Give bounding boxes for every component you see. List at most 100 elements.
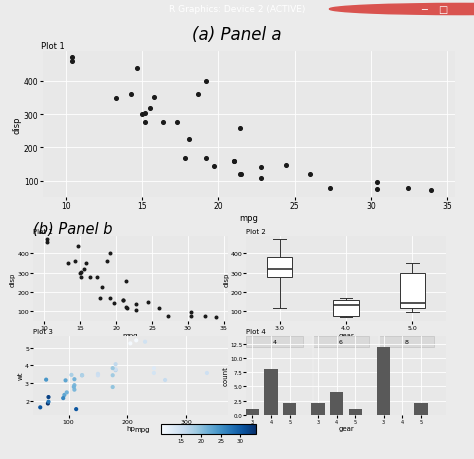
Point [99, 284, 106, 291]
Point [141, 338, 149, 346]
Text: (a) Panel a: (a) Panel a [192, 26, 282, 44]
Bar [377, 347, 391, 415]
X-axis label: gear: gear [338, 425, 354, 431]
Point [61, 392, 68, 399]
Point [110, 299, 118, 307]
Point [427, 187, 434, 195]
Point [71, 258, 79, 265]
Point [236, 171, 244, 178]
FancyBboxPatch shape [312, 336, 369, 347]
Point [74, 242, 82, 250]
Point [71, 376, 78, 383]
Point [122, 278, 130, 285]
Point [68, 54, 75, 62]
Point [64, 260, 72, 267]
Point [78, 274, 85, 281]
Point [326, 185, 334, 192]
Point [106, 295, 114, 302]
Point [128, 91, 135, 99]
Point [109, 384, 117, 391]
Text: □: □ [438, 5, 448, 15]
Text: (b) Panel b: (b) Panel b [33, 221, 113, 236]
Text: Plot 4: Plot 4 [246, 328, 266, 334]
Point [230, 157, 237, 165]
Point [96, 295, 104, 302]
Bar [246, 409, 259, 415]
X-axis label: mpg: mpg [123, 332, 138, 338]
Point [76, 269, 84, 277]
Bar [311, 403, 325, 415]
Point [103, 258, 110, 265]
Point [42, 376, 50, 383]
Point [161, 376, 169, 384]
Point [82, 260, 90, 267]
Point [73, 406, 80, 413]
Point [71, 386, 78, 393]
Point [202, 78, 210, 85]
Point [44, 400, 52, 407]
Point [119, 297, 127, 304]
Bar [330, 392, 343, 415]
Y-axis label: disp: disp [12, 116, 21, 134]
Point [71, 382, 78, 389]
Point [203, 369, 211, 377]
Point [134, 65, 141, 72]
Point [123, 304, 130, 312]
Point [132, 300, 140, 308]
Bar [283, 403, 296, 415]
Point [150, 365, 158, 372]
Point [210, 162, 218, 170]
Point [94, 370, 102, 378]
Point [144, 299, 151, 307]
Point [78, 372, 86, 379]
FancyBboxPatch shape [378, 336, 434, 347]
Y-axis label: wt: wt [18, 371, 24, 380]
Y-axis label: disp: disp [10, 272, 16, 286]
Point [109, 364, 117, 372]
PathPatch shape [400, 273, 425, 308]
Point [282, 162, 289, 169]
Point [59, 395, 67, 402]
Point [141, 110, 149, 117]
FancyBboxPatch shape [246, 336, 303, 347]
Point [122, 304, 130, 311]
Point [86, 274, 94, 281]
Point [202, 155, 210, 162]
Point [195, 91, 202, 99]
Point [257, 164, 265, 171]
Point [112, 366, 119, 373]
Point [112, 367, 119, 374]
Point [43, 239, 51, 246]
Point [106, 250, 114, 257]
Point [187, 313, 195, 320]
Point [119, 297, 127, 304]
Text: Plot 2: Plot 2 [246, 229, 266, 235]
Point [212, 313, 220, 321]
Point [62, 377, 69, 384]
Point [146, 105, 154, 112]
Point [257, 175, 265, 182]
Point [68, 371, 75, 379]
Text: 6: 6 [338, 340, 342, 345]
X-axis label: mpg: mpg [239, 213, 258, 223]
Point [155, 304, 163, 312]
Point [160, 119, 167, 127]
Point [78, 269, 85, 276]
Point [68, 58, 75, 66]
Point [374, 179, 381, 186]
Point [45, 398, 52, 405]
X-axis label: gear: gear [338, 332, 354, 338]
Text: 8: 8 [404, 340, 408, 345]
Point [306, 171, 314, 178]
Point [230, 157, 237, 165]
Point [236, 125, 244, 133]
Circle shape [329, 5, 474, 16]
Bar [349, 409, 362, 415]
Point [150, 369, 158, 377]
Point [127, 340, 134, 347]
Point [404, 185, 411, 192]
Point [70, 383, 78, 391]
PathPatch shape [333, 300, 359, 316]
Text: 4: 4 [273, 340, 277, 345]
X-axis label: hp: hp [126, 425, 135, 431]
